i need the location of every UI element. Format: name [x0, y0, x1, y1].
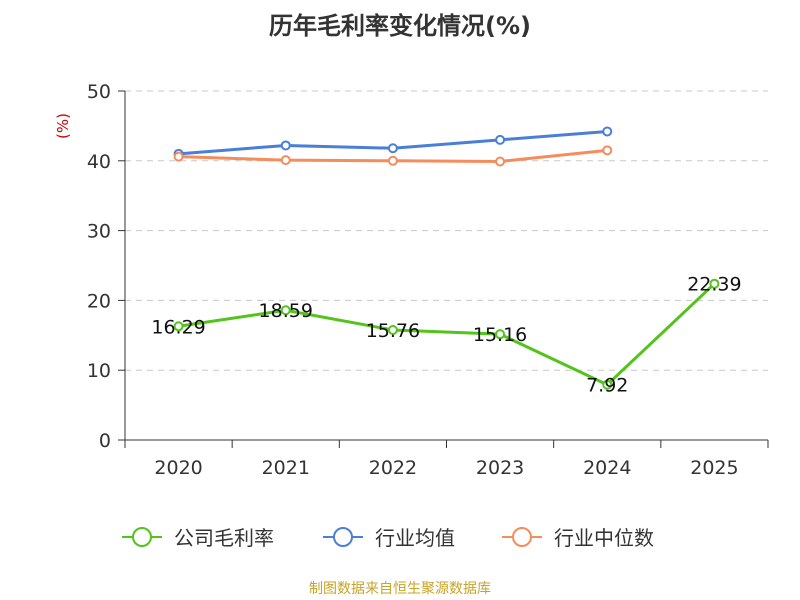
data-label: 22.39	[687, 274, 741, 296]
data-point	[173, 321, 184, 332]
data-label: 16.29	[151, 316, 205, 338]
data-point	[495, 329, 506, 340]
x-tick-label: 2021	[262, 457, 310, 479]
legend-marker	[512, 527, 532, 547]
data-point	[173, 151, 184, 162]
data-labels: 16.29 18.59 15.76 15.16 7.92 22.39	[151, 274, 741, 397]
data-label: 15.76	[366, 320, 420, 342]
data-point	[280, 140, 291, 151]
data-point	[387, 155, 398, 166]
y-tick-label: 20	[87, 290, 111, 312]
x-tick-label: 2023	[476, 457, 524, 479]
data-point	[709, 278, 720, 289]
data-point	[495, 156, 506, 167]
data-point	[602, 145, 613, 156]
y-tick-label: 10	[87, 360, 111, 382]
y-tick-label: 30	[87, 221, 111, 243]
y-axis-label: (%)	[54, 113, 72, 139]
data-point	[280, 305, 291, 316]
data-point	[495, 134, 506, 145]
legend-marker	[132, 527, 152, 547]
data-point	[387, 143, 398, 154]
series-lines	[173, 126, 720, 390]
y-tick-label: 50	[87, 81, 111, 103]
x-tick-label: 2024	[583, 457, 631, 479]
y-tick-label: 0	[99, 430, 111, 452]
series-line	[178, 282, 716, 387]
x-tick-label: 2020	[154, 457, 202, 479]
legend[interactable]: 公司毛利率 行业均值 行业中位数	[122, 526, 654, 550]
legend-label: 行业均值	[375, 526, 455, 550]
legend-label: 行业中位数	[554, 526, 654, 550]
axes: 0 10 20 30 40 50 2020 2021 2022 2023 2024 2025	[87, 81, 769, 479]
data-label: 18.59	[259, 300, 313, 322]
x-tick-label: 2022	[369, 457, 417, 479]
grid-lines	[125, 90, 768, 371]
data-point	[602, 126, 613, 137]
data-point	[602, 379, 613, 390]
source-note: 制图数据来自恒生聚源数据库	[309, 581, 491, 597]
data-label: 7.92	[586, 375, 628, 397]
chart-title: 历年毛利率变化情况(%)	[269, 12, 531, 40]
y-tick-label: 40	[87, 151, 111, 173]
data-label: 15.16	[473, 324, 527, 346]
legend-marker	[333, 527, 353, 547]
x-tick-label: 2025	[690, 457, 738, 479]
legend-label: 公司毛利率	[174, 526, 274, 550]
data-point	[387, 324, 398, 335]
data-point	[280, 155, 291, 166]
